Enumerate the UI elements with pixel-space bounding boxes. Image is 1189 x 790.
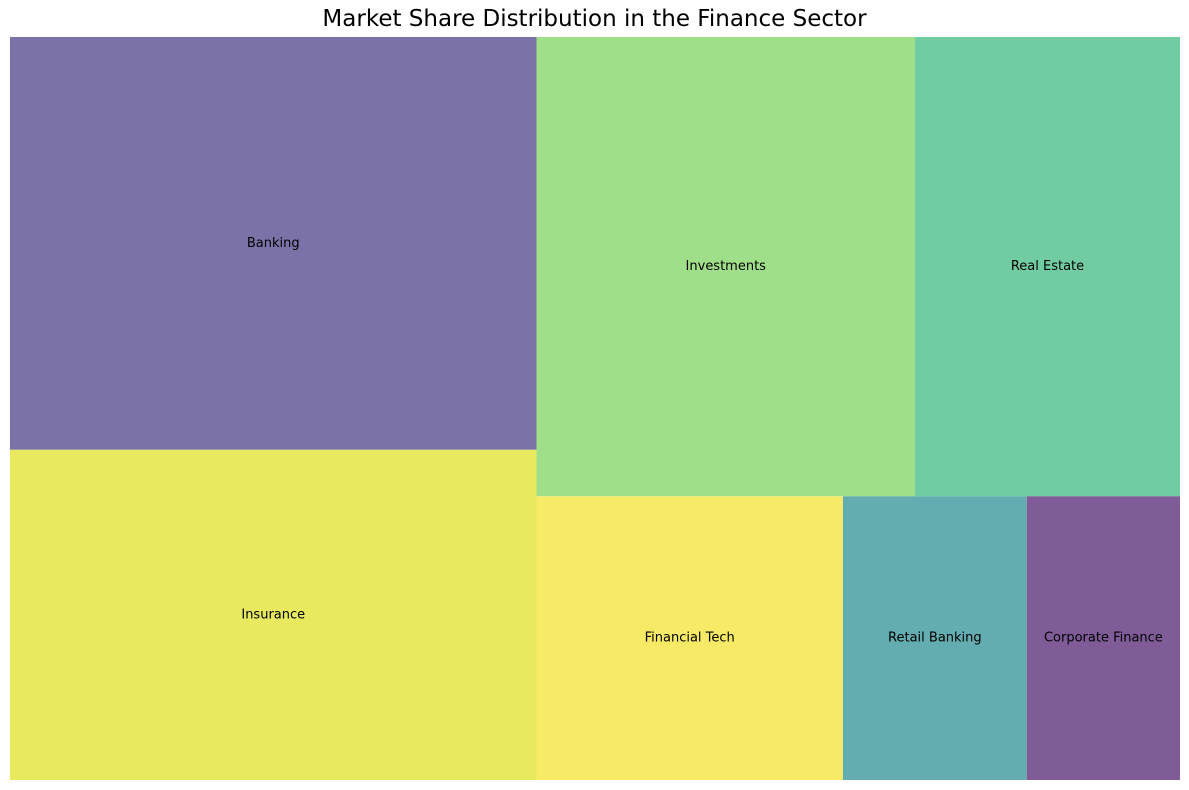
tile-banking [10, 37, 537, 450]
tile-label-retail-banking: Retail Banking [888, 631, 982, 646]
tile-retail-banking [842, 496, 1027, 780]
tile-label-insurance: Insurance [241, 607, 305, 622]
tile-label-financial-tech: Financial Tech [645, 631, 735, 646]
tile-label-corporate-finance: Corporate Finance [1044, 631, 1163, 646]
tile-insurance [10, 449, 537, 780]
tile-corporate-finance [1026, 496, 1180, 780]
tile-label-investments: Investments [686, 259, 767, 274]
tile-label-real-estate: Real Estate [1011, 259, 1084, 274]
tile-label-banking: Banking [247, 236, 300, 251]
tile-real-estate [915, 37, 1180, 497]
tile-investments [536, 37, 916, 497]
tile-financial-tech [536, 496, 843, 780]
chart-title: Market Share Distribution in the Finance… [322, 6, 867, 32]
